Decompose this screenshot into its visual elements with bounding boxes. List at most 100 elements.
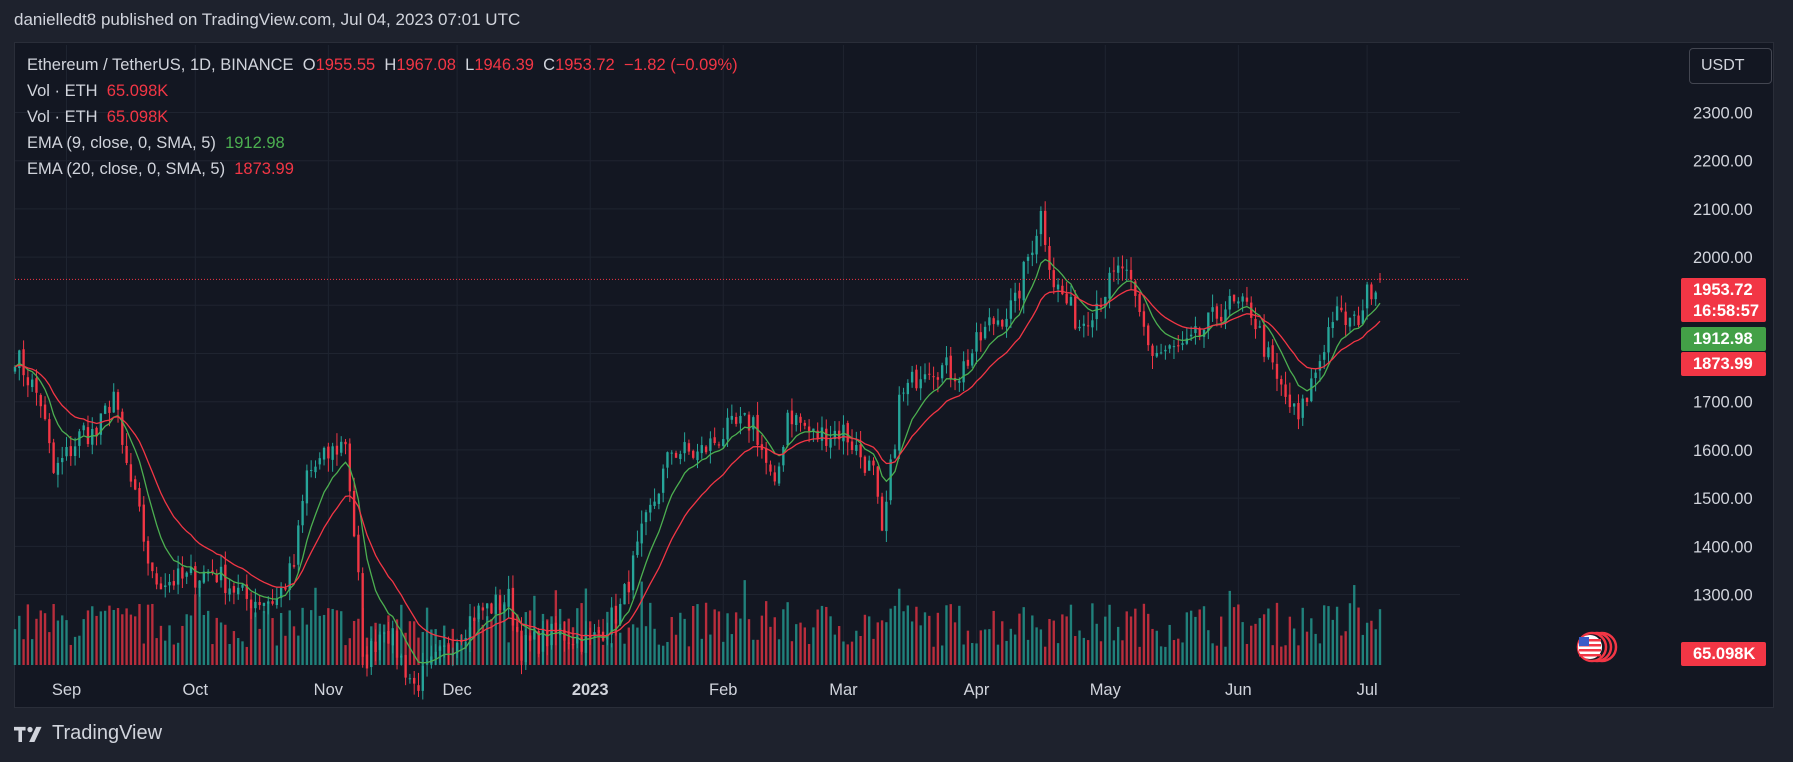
volume-bar [1318, 643, 1322, 665]
candle-body [962, 361, 965, 383]
volume-bar [580, 603, 583, 665]
volume-bar [254, 612, 257, 665]
legend-volume-row-2[interactable]: Vol · ETH 65.098K [27, 104, 738, 130]
candle-body [524, 634, 527, 663]
volume-bar [1224, 646, 1227, 665]
volume-bar [644, 626, 648, 665]
candle-body [1035, 235, 1038, 255]
legend-volume-row[interactable]: Vol · ETH 65.098K [27, 78, 738, 104]
candle-body [747, 414, 751, 431]
candle-body [584, 634, 588, 653]
candle-body [734, 417, 738, 424]
candle-body [1155, 352, 1158, 357]
volume-bar [876, 622, 879, 665]
volume-bar [1112, 640, 1116, 665]
candle-body [292, 565, 296, 567]
candle-body [713, 437, 716, 444]
volume-bar [1172, 640, 1176, 665]
volume-bar [983, 629, 987, 665]
volume-bar [610, 643, 613, 665]
candle-body [202, 571, 206, 583]
volume-bar [490, 618, 493, 665]
candle-body [1207, 312, 1210, 331]
candle-body [1305, 397, 1309, 403]
candle-body [958, 380, 961, 383]
symbol-title[interactable]: Ethereum / TetherUS, 1D, BINANCE [27, 56, 294, 74]
volume-bar [61, 615, 64, 665]
volume-bar [1181, 642, 1184, 665]
volume-bar [593, 638, 596, 665]
candle-body [22, 349, 25, 376]
volume-bar [799, 622, 802, 665]
candle-body [503, 604, 506, 611]
volume-bar [408, 621, 412, 665]
volume-bar [752, 639, 755, 665]
candle-body [404, 655, 407, 678]
candle-body [507, 588, 510, 607]
volume-bar [902, 611, 905, 665]
volume-bar [825, 606, 828, 665]
volume-bar [249, 607, 253, 665]
candle-body [185, 572, 188, 577]
volume-bar [558, 608, 562, 665]
volume-bar [404, 632, 407, 665]
candle-body [254, 601, 257, 609]
footer-brand[interactable]: TradingView [14, 722, 162, 745]
last-price-tag-text: 1953.72 [1693, 281, 1753, 299]
legend-ema9-row[interactable]: EMA (9, close, 0, SMA, 5) 1912.98 [27, 130, 738, 156]
candle-body [1318, 361, 1322, 371]
volume-bar [297, 635, 300, 665]
candle-body [1254, 318, 1257, 330]
volume-bar [1378, 609, 1382, 665]
candle-body [1331, 322, 1334, 329]
candle-body [992, 318, 995, 325]
candle-body [567, 642, 570, 644]
volume-bar [979, 630, 982, 665]
volume-bar [1284, 645, 1287, 665]
volume-bar [279, 613, 283, 665]
volume-bar [687, 646, 691, 665]
high-value: 1967.08 [396, 56, 456, 74]
candle-body [279, 587, 283, 599]
candle-body [1172, 346, 1176, 348]
candle-body [743, 413, 746, 415]
volume-bar [726, 613, 729, 665]
low-value: 1946.39 [474, 56, 534, 74]
candle-body [1267, 347, 1270, 358]
currency-button[interactable]: USDT [1689, 48, 1772, 84]
volume-bar [795, 624, 798, 665]
candle-body [168, 581, 171, 586]
volume-bar [722, 641, 725, 665]
candle-body [1121, 266, 1124, 269]
y-tick-label: 1600.00 [1693, 442, 1753, 460]
legend-ema20-row[interactable]: EMA (20, close, 0, SMA, 5) 1873.99 [27, 156, 738, 182]
candle-body [1082, 323, 1086, 326]
volume-bar [1039, 629, 1043, 665]
volume-bar [769, 626, 772, 665]
volume-bar [1159, 646, 1163, 665]
candle-body [103, 405, 107, 414]
volume-bar [1245, 643, 1249, 665]
volume-bar [1370, 620, 1373, 665]
candle-body [1181, 343, 1184, 345]
candle-body [43, 404, 47, 420]
candle-body [614, 605, 618, 624]
candle-body [69, 446, 72, 457]
candle-body [1078, 326, 1081, 329]
candle-body [1211, 307, 1214, 312]
volume-bar [1305, 631, 1309, 665]
candle-body [1069, 297, 1073, 306]
x-axis-labels: Sep Oct Nov Dec 2023 Feb Mar Apr May Jun Jul [52, 681, 1378, 699]
volume-bar [782, 609, 785, 665]
volume-bar [1022, 607, 1025, 665]
volume-bar [1104, 616, 1107, 665]
volume-bar [1365, 622, 1369, 665]
candle-body [1258, 326, 1261, 328]
candle-body [443, 645, 446, 647]
candle-body [1202, 329, 1206, 337]
volume-bar [1194, 616, 1197, 665]
candle-body [893, 449, 897, 458]
candle-body [434, 651, 437, 658]
candle-body [455, 642, 459, 654]
